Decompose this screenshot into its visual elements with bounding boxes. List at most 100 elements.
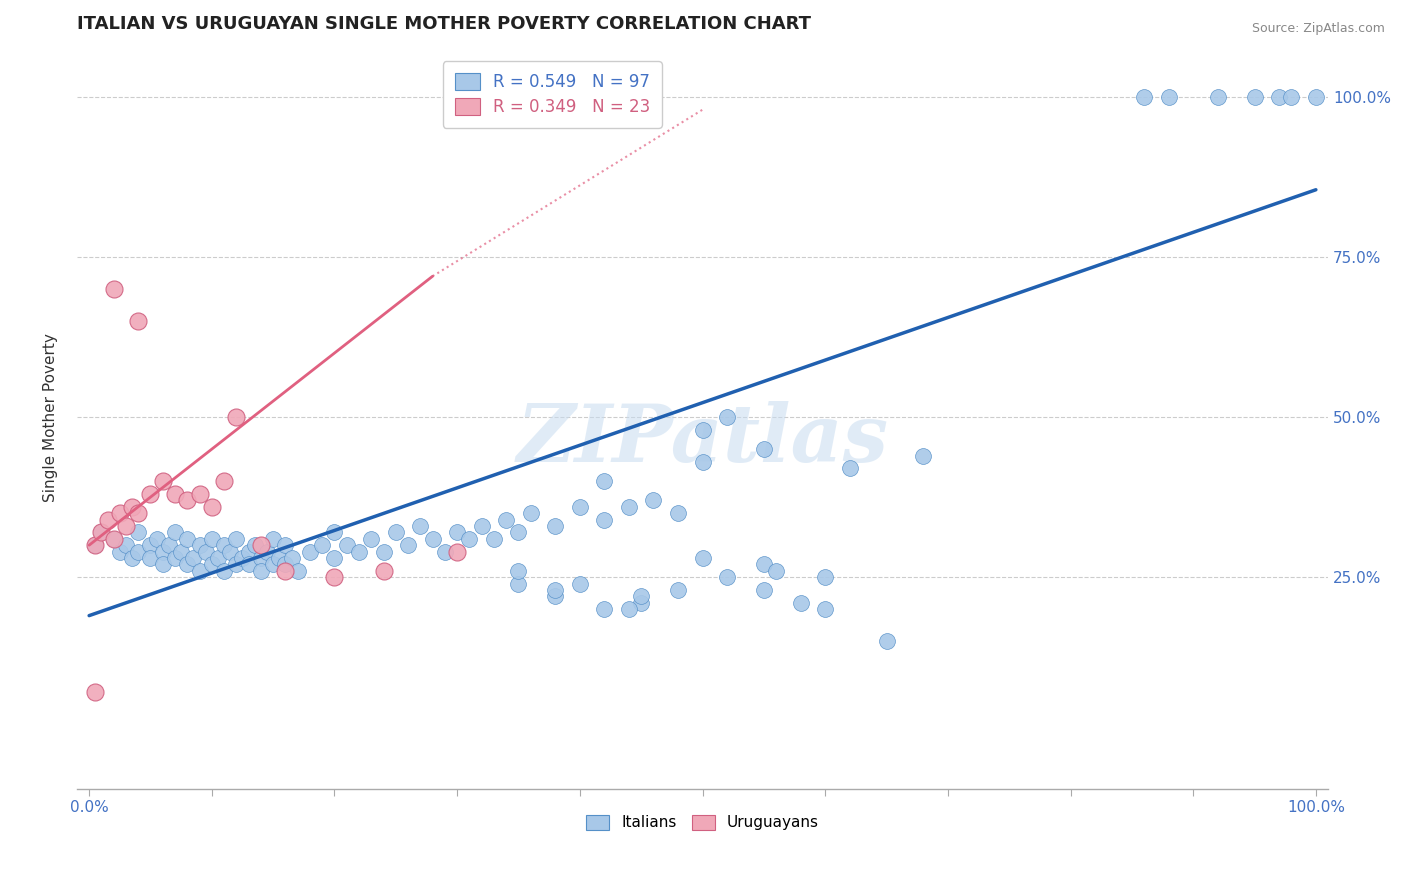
Point <box>256 544 278 558</box>
Point <box>201 500 224 514</box>
Point <box>212 538 235 552</box>
Point <box>287 564 309 578</box>
Point <box>152 558 174 572</box>
Y-axis label: Single Mother Poverty: Single Mother Poverty <box>44 333 58 501</box>
Point <box>1157 90 1180 104</box>
Point <box>127 506 149 520</box>
Point <box>127 314 149 328</box>
Point <box>103 532 125 546</box>
Point <box>568 576 591 591</box>
Point <box>212 474 235 488</box>
Point <box>373 564 395 578</box>
Point <box>103 282 125 296</box>
Text: ITALIAN VS URUGUAYAN SINGLE MOTHER POVERTY CORRELATION CHART: ITALIAN VS URUGUAYAN SINGLE MOTHER POVER… <box>77 15 811 33</box>
Point <box>163 525 186 540</box>
Point <box>396 538 419 552</box>
Point <box>262 558 284 572</box>
Point <box>90 525 112 540</box>
Point <box>544 582 567 597</box>
Point <box>1133 90 1156 104</box>
Point <box>495 512 517 526</box>
Point <box>508 576 530 591</box>
Point <box>593 512 616 526</box>
Point <box>298 544 321 558</box>
Point <box>1268 90 1291 104</box>
Point <box>152 474 174 488</box>
Point <box>127 525 149 540</box>
Point <box>274 558 297 572</box>
Point <box>643 493 665 508</box>
Point <box>568 500 591 514</box>
Text: Source: ZipAtlas.com: Source: ZipAtlas.com <box>1251 22 1385 36</box>
Point <box>814 602 837 616</box>
Point <box>593 474 616 488</box>
Point <box>212 564 235 578</box>
Point <box>446 525 468 540</box>
Point <box>814 570 837 584</box>
Point <box>347 544 370 558</box>
Point <box>231 551 253 566</box>
Point <box>238 558 260 572</box>
Point <box>201 558 224 572</box>
Point <box>422 532 444 546</box>
Point <box>876 634 898 648</box>
Point <box>323 551 346 566</box>
Point <box>752 442 775 456</box>
Point <box>108 506 131 520</box>
Point <box>912 449 935 463</box>
Point <box>482 532 505 546</box>
Point <box>127 544 149 558</box>
Point <box>269 551 291 566</box>
Point <box>433 544 456 558</box>
Point <box>157 538 180 552</box>
Point <box>84 685 107 699</box>
Point <box>385 525 408 540</box>
Point <box>544 519 567 533</box>
Point <box>207 551 229 566</box>
Point <box>838 461 860 475</box>
Point <box>617 500 640 514</box>
Point <box>96 512 118 526</box>
Point <box>176 558 198 572</box>
Point <box>446 544 468 558</box>
Point <box>176 532 198 546</box>
Point <box>163 487 186 501</box>
Point <box>1243 90 1265 104</box>
Point <box>103 532 125 546</box>
Point <box>630 590 652 604</box>
Point <box>262 532 284 546</box>
Point <box>243 538 266 552</box>
Point <box>323 525 346 540</box>
Point <box>508 525 530 540</box>
Point <box>373 544 395 558</box>
Point <box>508 564 530 578</box>
Point <box>152 544 174 558</box>
Point <box>692 423 714 437</box>
Text: ZIPatlas: ZIPatlas <box>516 401 889 478</box>
Point <box>188 538 211 552</box>
Point <box>471 519 494 533</box>
Point <box>188 564 211 578</box>
Point <box>1206 90 1229 104</box>
Point <box>170 544 193 558</box>
Point <box>139 487 162 501</box>
Point <box>225 532 247 546</box>
Point <box>692 455 714 469</box>
Point <box>250 538 273 552</box>
Point <box>752 582 775 597</box>
Point <box>1279 90 1302 104</box>
Point <box>219 544 242 558</box>
Point <box>311 538 333 552</box>
Point <box>108 544 131 558</box>
Legend: Italians, Uruguayans: Italians, Uruguayans <box>579 808 825 837</box>
Point <box>1305 90 1327 104</box>
Point <box>323 570 346 584</box>
Point <box>360 532 382 546</box>
Point <box>617 602 640 616</box>
Point <box>238 544 260 558</box>
Point <box>409 519 432 533</box>
Point <box>280 551 302 566</box>
Point <box>666 582 689 597</box>
Point <box>593 602 616 616</box>
Point <box>201 532 224 546</box>
